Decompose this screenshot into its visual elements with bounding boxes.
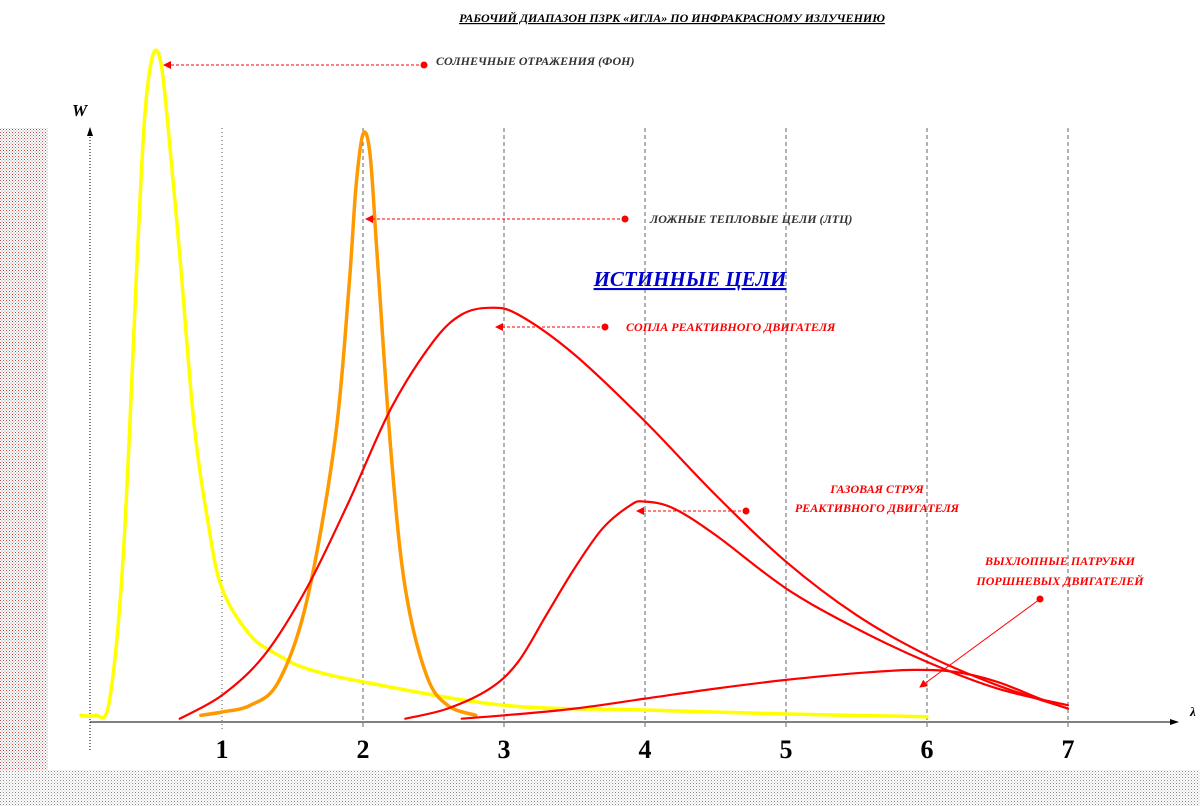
y-axis-label: W	[72, 101, 89, 120]
annotation-dot-flares	[621, 215, 629, 223]
annotation-dot-gas-jet	[742, 507, 750, 515]
x-tick-label-2: 2	[357, 735, 370, 764]
series-curves	[79, 48, 1070, 720]
series-gas-jet	[404, 500, 1070, 720]
series-piston-exhaust	[460, 668, 1070, 720]
annotation-dot-exhaust	[1036, 595, 1044, 603]
section-title: ИСТИННЫЕ ЦЕЛИ	[593, 267, 788, 291]
x-tick-label-3: 3	[498, 735, 511, 764]
series-jet-nozzles	[178, 306, 1070, 720]
dotted-background-left	[0, 128, 48, 806]
annotation-flares: ЛОЖНЫЕ ТЕПЛОВЫЕ ЦЕЛИ (ЛТЦ)	[649, 212, 852, 226]
x-axis-label: λ	[1189, 704, 1196, 719]
series-sun-reflections	[79, 48, 929, 720]
x-tick-label-1: 1	[216, 735, 229, 764]
x-tick-label-7: 7	[1062, 735, 1075, 764]
chart-title: РАБОЧИЙ ДИАПАЗОН ПЗРК «ИГЛА» ПО ИНФРАКРА…	[459, 10, 885, 25]
annotation-dot-sun	[420, 61, 428, 69]
annotation-gas-jet-line2: РЕАКТИВНОГО ДВИГАТЕЛЯ	[795, 501, 960, 515]
annotation-arrow-exhaust	[919, 598, 1041, 688]
grid-lines	[221, 128, 1069, 730]
annotation-dot-nozzles	[601, 323, 609, 331]
series-false-thermal-targets	[199, 130, 478, 718]
dotted-background-bottom	[0, 770, 1200, 806]
x-tick-labels: 1 2 3 4 5 6 7	[216, 735, 1075, 764]
x-tick-label-5: 5	[780, 735, 793, 764]
annotation-gas-jet-line1: ГАЗОВАЯ СТРУЯ	[829, 482, 924, 496]
x-tick-label-6: 6	[921, 735, 934, 764]
annotation-nozzles: СОПЛА РЕАКТИВНОГО ДВИГАТЕЛЯ	[626, 320, 836, 334]
x-tick-label-4: 4	[639, 735, 652, 764]
annotation-sun: СОЛНЕЧНЫЕ ОТРАЖЕНИЯ (ФОН)	[436, 54, 634, 68]
annotation-exhaust-line2: ПОРШНЕВЫХ ДВИГАТЕЛЕЙ	[975, 573, 1144, 588]
annotation-exhaust-line1: ВЫХЛОПНЫЕ ПАТРУБКИ	[984, 554, 1136, 568]
